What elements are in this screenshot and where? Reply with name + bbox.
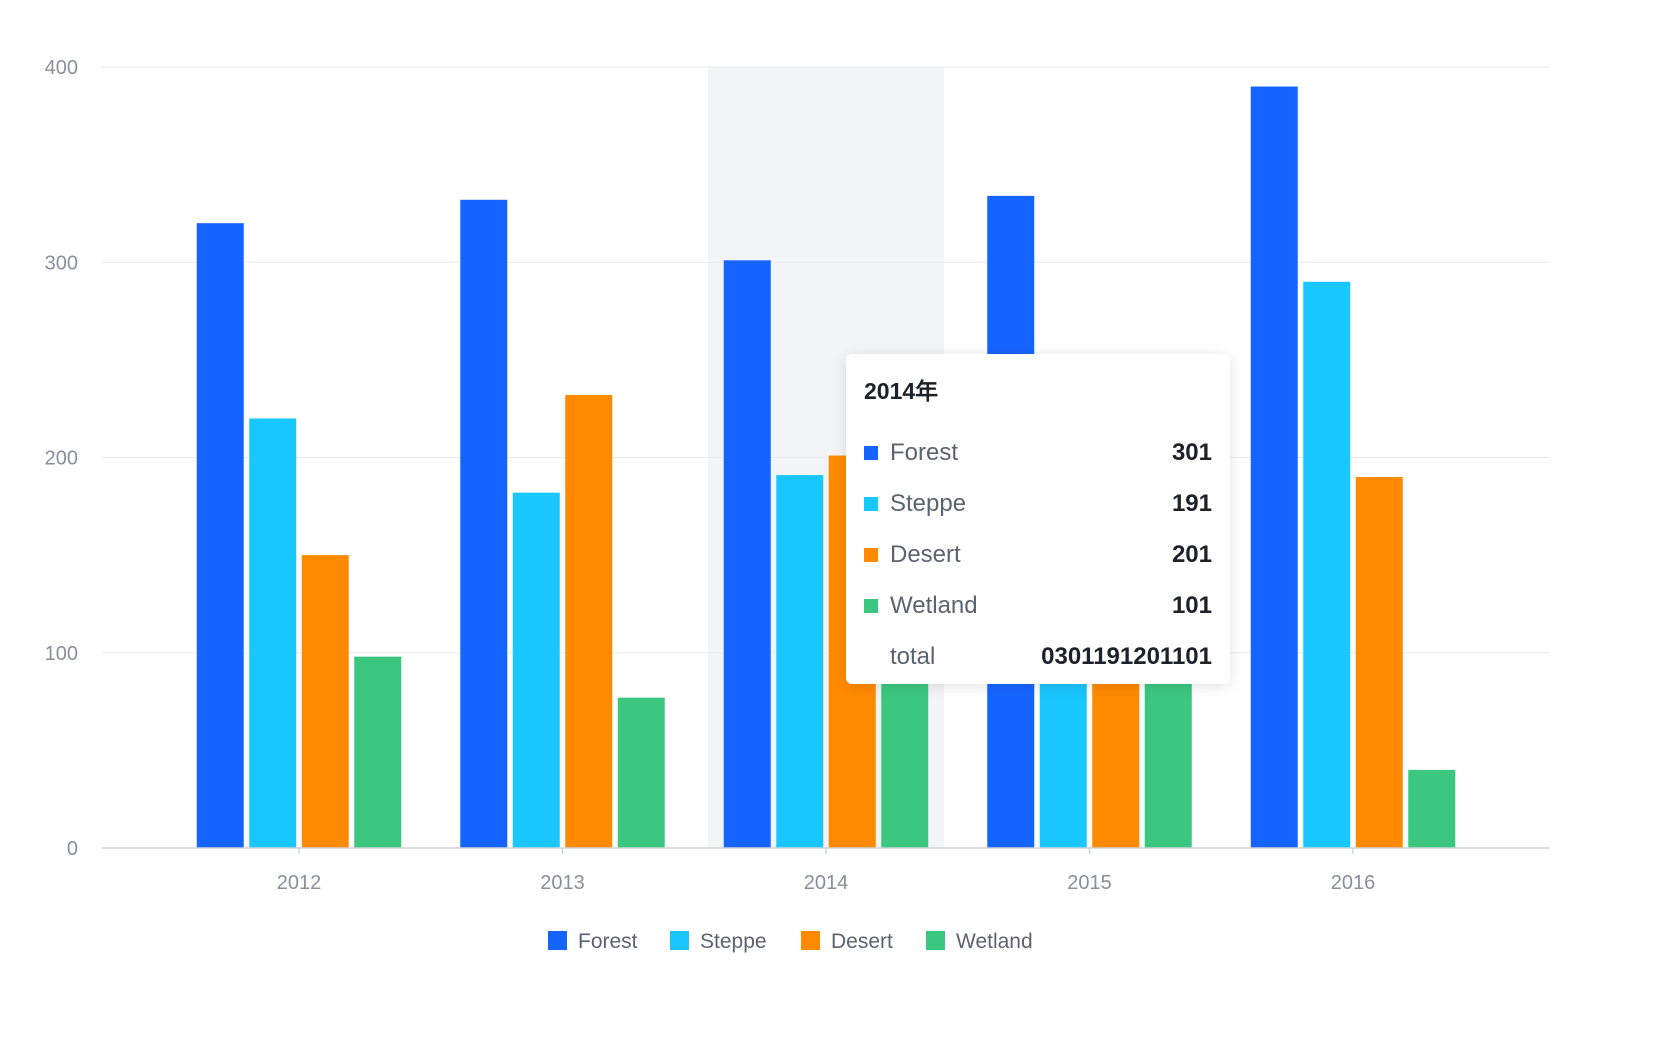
bar-forest-2012[interactable] [196, 223, 244, 848]
x-tick-label: 2014 [804, 872, 849, 894]
legend-label: Forest [578, 930, 638, 953]
bar-steppe-2012[interactable] [249, 418, 297, 848]
tooltip-row-total: total 0301191201101 [864, 631, 1212, 682]
tooltip-row-steppe: Steppe 191 [864, 478, 1212, 529]
bar-desert-2012[interactable] [301, 555, 349, 848]
total-spacer [864, 650, 878, 664]
legend-label: Steppe [700, 930, 767, 953]
bar-wetland-2015[interactable] [1144, 654, 1192, 848]
tooltip-row-label: Steppe [890, 489, 967, 517]
y-tick-label: 100 [45, 643, 78, 665]
bar-forest-2013[interactable] [460, 199, 508, 848]
y-tick-label: 300 [45, 252, 78, 274]
y-tick-label: 0 [67, 838, 78, 860]
x-tick-label: 2016 [1331, 872, 1376, 894]
tooltip-total-label: total [890, 642, 936, 670]
tooltip-row-value: 201 [1171, 540, 1212, 568]
bar-wetland-2013[interactable] [617, 697, 665, 848]
tooltip-row-forest: Forest 301 [864, 427, 1212, 478]
legend-item-wetland[interactable]: Wetland [926, 930, 1033, 953]
bar-forest-2016[interactable] [1250, 86, 1298, 848]
legend-item-desert[interactable]: Desert [801, 930, 893, 953]
tooltip-row-desert: Desert 201 [864, 529, 1212, 580]
legend: Forest Steppe Desert Wetland [548, 930, 1033, 953]
tooltip-row-label: Forest [890, 438, 959, 466]
legend-item-forest[interactable]: Forest [548, 930, 638, 953]
x-tick-label: 2012 [277, 872, 322, 894]
y-tick-label: 400 [45, 57, 78, 79]
forest-swatch-icon [864, 445, 878, 460]
legend-item-steppe[interactable]: Steppe [670, 930, 767, 953]
bar-forest-2014[interactable] [723, 260, 771, 848]
bar-desert-2016[interactable] [1355, 477, 1403, 848]
x-tick-label: 2013 [540, 872, 585, 894]
bar-steppe-2016[interactable] [1303, 281, 1351, 848]
bar-wetland-2016[interactable] [1408, 769, 1456, 848]
bar-steppe-2014[interactable] [776, 475, 824, 848]
bar-desert-2013[interactable] [565, 395, 613, 848]
tooltip-row-wetland: Wetland 101 [864, 580, 1212, 631]
tooltip: 2014年 Forest 301 Steppe 191 Desert 201 W… [846, 354, 1230, 684]
axes: 0 100 200 300 400 2012 2013 2014 2015 2016 [45, 57, 1550, 894]
legend-swatch-icon [926, 931, 945, 950]
tooltip-row-label: Wetland [890, 591, 978, 619]
bars [196, 86, 1456, 849]
tooltip-row-value: 101 [1171, 591, 1212, 619]
tooltip-total-value: 0301191201101 [1041, 642, 1212, 670]
desert-swatch-icon [864, 547, 878, 562]
legend-swatch-icon [548, 931, 567, 950]
legend-swatch-icon [801, 931, 820, 950]
tooltip-row-value: 301 [1171, 438, 1212, 466]
legend-swatch-icon [670, 931, 689, 950]
legend-label: Desert [831, 930, 893, 953]
legend-label: Wetland [956, 930, 1033, 953]
wetland-swatch-icon [864, 598, 878, 613]
bar-steppe-2013[interactable] [512, 492, 560, 848]
tooltip-title: 2014年 [864, 378, 939, 404]
steppe-swatch-icon [864, 496, 878, 511]
bar-wetland-2012[interactable] [354, 656, 402, 848]
tooltip-row-label: Desert [890, 540, 961, 568]
tooltip-row-value: 191 [1171, 489, 1212, 517]
y-tick-label: 200 [45, 448, 78, 470]
x-tick-label: 2015 [1067, 872, 1112, 894]
